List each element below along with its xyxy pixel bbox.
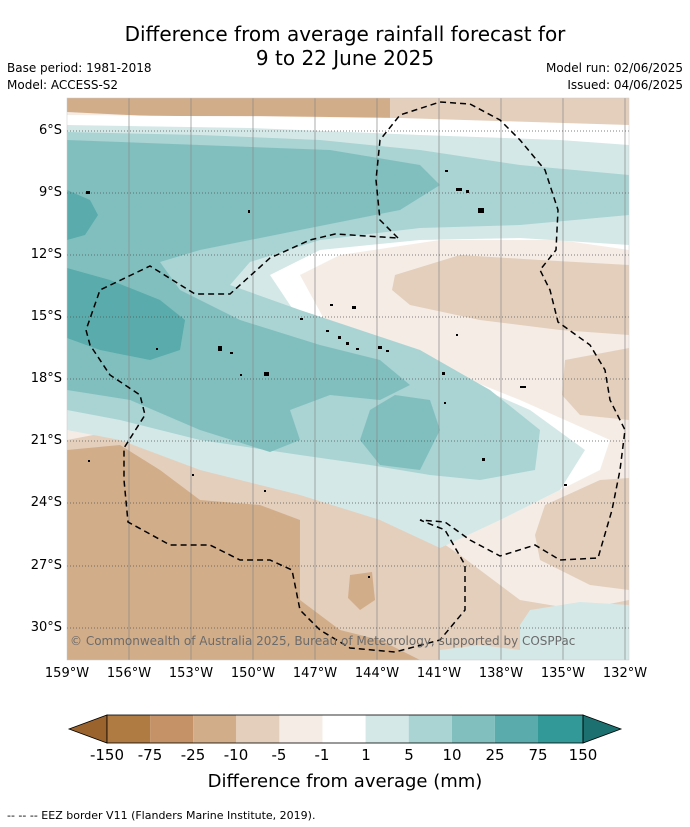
lat-label: 21°S (30, 433, 62, 448)
lon-label: 138°W (478, 666, 524, 681)
wet-band-high (67, 140, 440, 452)
colorbar-segment-10 (494, 715, 538, 743)
lon-label: 141°W (416, 666, 462, 681)
latitude-gridlines (67, 130, 629, 629)
colorbar-high-arrow (582, 714, 623, 744)
colorbar-tick-label: 75 (528, 746, 548, 764)
lon-label: 156°W (106, 666, 152, 681)
lat-label: 12°S (30, 247, 62, 262)
meta-right: Model run: 02/06/2025 Issued: 04/06/2025 (546, 60, 683, 94)
dry-patch-south (348, 572, 375, 610)
lon-label: 144°W (354, 666, 400, 681)
eez-border (85, 101, 626, 653)
lat-label: 15°S (30, 309, 62, 324)
colorbar-segment-3 (193, 715, 237, 743)
colorbar-segment-9 (451, 715, 495, 743)
wet-patch-south (440, 645, 520, 660)
lon-label: 159°W (44, 666, 90, 681)
colorbar-tick-label: -1 (314, 746, 330, 764)
dry-patch-east (392, 255, 629, 335)
title-line-1: Difference from average rainfall forecas… (124, 22, 566, 46)
colorbar-segment-4 (236, 715, 280, 743)
wet-patch-south-east (520, 602, 629, 660)
chart-title: Difference from average rainfall forecas… (0, 22, 690, 70)
lat-label: 9°S (38, 185, 62, 200)
rainfall-map (67, 98, 629, 660)
colorbar-segment-1 (107, 715, 151, 743)
colorbar-segment-7 (365, 715, 409, 743)
dry-patch-far-east (562, 348, 629, 420)
lon-label: 132°W (602, 666, 648, 681)
colorbar-tick-label: 10 (442, 746, 462, 764)
lat-label: 27°S (30, 558, 62, 573)
colorbar-segment-5 (279, 715, 323, 743)
colorbar-segment-6 (322, 715, 366, 743)
lon-label: 153°W (168, 666, 214, 681)
copyright-notice: © Commonwealth of Australia 2025, Bureau… (70, 634, 576, 648)
footer-note: -- -- -- EEZ border V11 (Flanders Marine… (7, 809, 316, 822)
wet-patch-central (360, 395, 440, 470)
colorbar-tick-label: -25 (180, 746, 206, 764)
colorbar-segment-8 (408, 715, 452, 743)
colorbar-tick-label: -150 (89, 746, 125, 764)
title-line-2: 9 to 22 June 2025 (255, 46, 435, 70)
base-period: Base period: 1981-2018 (7, 61, 152, 75)
lon-label: 147°W (292, 666, 338, 681)
colorbar-segment-11 (538, 715, 583, 743)
model-run: Model run: 02/06/2025 (545, 61, 683, 75)
wet-core-west (67, 268, 185, 360)
colorbar-tick-label: 5 (404, 746, 414, 764)
colorbar-tick-label: 1 (361, 746, 371, 764)
map-frame (66, 97, 630, 661)
colorbar-outline (106, 714, 584, 744)
colorbar-tick-label: -10 (223, 746, 249, 764)
issued-date: Issued: 04/06/2025 (567, 78, 683, 92)
islands (86, 170, 567, 578)
dry-core-south-west (67, 445, 420, 660)
wet-core-north-west (67, 190, 98, 240)
colorbar-title: Difference from average (mm) (207, 771, 483, 792)
colorbar-tick-label: 150 (568, 746, 598, 764)
colorbar (67, 714, 623, 744)
lon-label: 150°W (230, 666, 276, 681)
lat-label: 24°S (30, 495, 62, 510)
colorbar-tick-label: -75 (137, 746, 163, 764)
model-name: Model: ACCESS-S2 (7, 78, 119, 92)
colorbar-low-arrow (67, 714, 108, 744)
lon-label: 135°W (540, 666, 586, 681)
meta-left: Base period: 1981-2018 Model: ACCESS-S2 (7, 60, 152, 94)
lat-label: 30°S (30, 620, 62, 635)
dry-patch-south-east (535, 478, 629, 590)
lat-label: 18°S (30, 371, 62, 386)
lat-label: 6°S (38, 123, 62, 138)
colorbar-tick-label: -5 (271, 746, 287, 764)
colorbar-segment-2 (150, 715, 194, 743)
colorbar-tick-label: 25 (485, 746, 505, 764)
